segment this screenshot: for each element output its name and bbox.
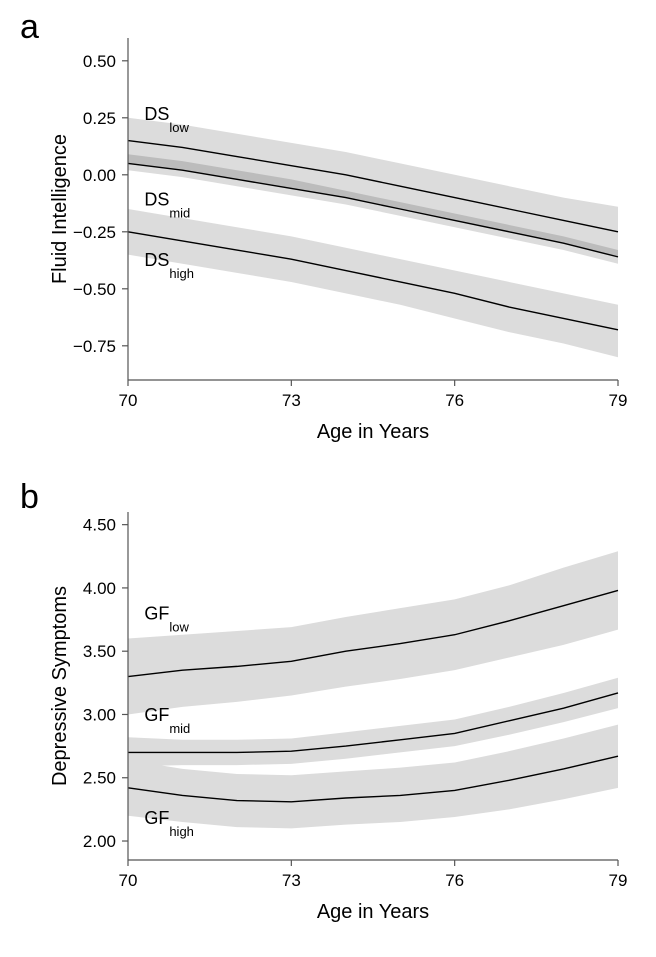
x-tick-label: 73 xyxy=(282,391,301,410)
x-tick-label: 76 xyxy=(445,391,464,410)
y-tick-label: 3.00 xyxy=(83,705,116,724)
ci-band-GF_low xyxy=(128,551,618,714)
series-label-GF_mid: GFmid xyxy=(144,705,190,736)
y-axis-title: Fluid Intelligence xyxy=(49,134,71,284)
y-tick-label: 0.00 xyxy=(83,166,116,185)
y-tick-label: 0.50 xyxy=(83,52,116,71)
x-tick-label: 76 xyxy=(445,871,464,890)
panel-a-label: a xyxy=(20,8,39,47)
y-axis-title: Depressive Symptoms xyxy=(49,586,71,786)
y-tick-label: 4.00 xyxy=(83,579,116,598)
x-tick-label: 70 xyxy=(119,871,138,890)
panel-a-chart: 70 73 76 79 −0.75 −0.50 −0.25 0.00 0.25 0.50 Age i… xyxy=(38,20,638,460)
y-tick-label: 4.50 xyxy=(83,516,116,535)
x-tick-label: 79 xyxy=(609,391,628,410)
y-tick-label: 0.25 xyxy=(83,109,116,128)
panel-b-chart: 70 73 76 79 2.00 2.50 3.00 3.50 4.00 4.50 Age in Y… xyxy=(38,490,638,940)
y-tick-label: −0.50 xyxy=(73,280,116,299)
y-tick-label: 2.50 xyxy=(83,769,116,788)
x-axis-title: Age in Years xyxy=(317,421,429,443)
panel-b-label: b xyxy=(20,478,39,517)
y-tick-label: 3.50 xyxy=(83,642,116,661)
y-tick-label: −0.25 xyxy=(73,223,116,242)
x-tick-label: 73 xyxy=(282,871,301,890)
y-tick-label: 2.00 xyxy=(83,832,116,851)
x-tick-label: 70 xyxy=(119,391,138,410)
x-tick-label: 79 xyxy=(609,871,628,890)
y-tick-label: −0.75 xyxy=(73,337,116,356)
series-label-GF_low: GFlow xyxy=(144,604,189,635)
x-axis-title: Age in Years xyxy=(317,901,429,923)
